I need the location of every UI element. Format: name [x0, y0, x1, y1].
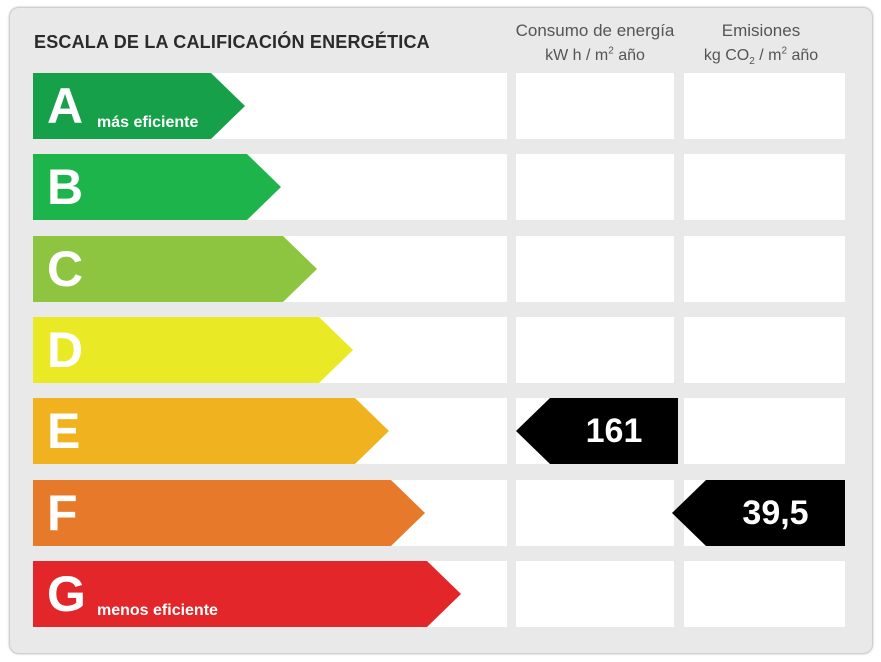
emissions-cell-e: [684, 398, 845, 464]
consumption-cell-d: [516, 317, 674, 383]
band-description: menos eficiente: [97, 602, 218, 619]
emissions-cell-b: [684, 154, 845, 220]
consumption-cell-g: [516, 561, 674, 627]
rating-value: 39,5: [742, 494, 809, 532]
band-letter: B: [47, 159, 84, 215]
scale-title: ESCALA DE LA CALIFICACIÓN ENERGÉTICA: [34, 32, 430, 52]
band-arrow-shape: [33, 73, 245, 139]
band-arrow-fill: [33, 561, 461, 627]
consumption-cell-f: [516, 480, 674, 546]
consumption-rating-marker: 161: [516, 398, 678, 464]
rating-value: 161: [585, 412, 643, 450]
emissions-unit: kg CO2 / m2 año: [703, 45, 819, 68]
rating-marker-arrow: [516, 398, 678, 464]
band-letter: A: [47, 78, 84, 134]
band-arrow-fill: [33, 317, 353, 383]
band-arrow-fill: [33, 398, 389, 464]
consumption-header-label: Consumo de energía: [515, 21, 675, 40]
band-arrow-fill: [33, 480, 425, 546]
band-description: más eficiente: [97, 114, 199, 131]
rating-band-e: E: [33, 398, 389, 464]
band-arrow-fill: [33, 154, 281, 220]
emissions-rating-marker: 39,5: [672, 480, 845, 546]
emissions-cell-g: [684, 561, 845, 627]
band-letter: G: [47, 566, 86, 622]
rating-band-f: F: [33, 480, 425, 546]
band-arrow-shape: [33, 236, 317, 302]
consumption-cell-c: [516, 236, 674, 302]
band-arrow-shape: [33, 561, 461, 627]
band-letter: F: [47, 485, 78, 541]
band-arrow-shape: [33, 480, 425, 546]
consumption-cell-a: [516, 73, 674, 139]
emissions-cell-a: [684, 73, 845, 139]
rating-band-c: C: [33, 236, 317, 302]
band-arrow-fill: [33, 236, 317, 302]
band-arrow-shape: [33, 154, 281, 220]
band-letter: D: [47, 322, 84, 378]
consumption-column-header: Consumo de energía kW h / m2 año: [509, 18, 681, 68]
band-arrow-shape: [33, 317, 353, 383]
emissions-cell-c: [684, 236, 845, 302]
band-letter: E: [47, 403, 81, 459]
band-arrow-shape: [33, 398, 389, 464]
rating-marker-arrow: [672, 480, 845, 546]
consumption-unit: kW h / m2 año: [545, 45, 645, 64]
emissions-cell-d: [684, 317, 845, 383]
band-arrow-fill: [33, 73, 245, 139]
consumption-cell-b: [516, 154, 674, 220]
emissions-header-label: Emisiones: [721, 21, 801, 40]
rating-band-b: B: [33, 154, 281, 220]
emissions-column-header: Emisiones kg CO2 / m2 año: [680, 18, 842, 68]
rating-band-d: D: [33, 317, 353, 383]
band-letter: C: [47, 241, 84, 297]
